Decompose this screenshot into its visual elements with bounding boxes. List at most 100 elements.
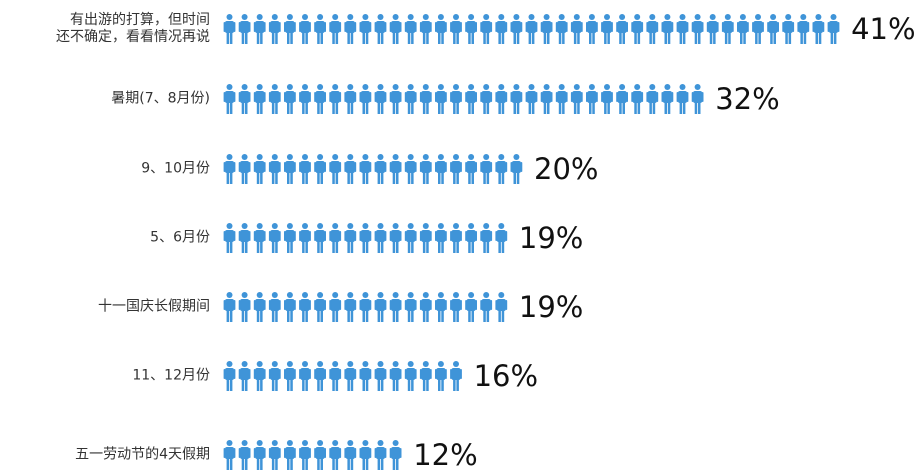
icon-body [632, 91, 642, 103]
icon-leg [302, 457, 305, 470]
icon-leg [365, 309, 369, 322]
icon-head [302, 292, 308, 298]
icon-head [604, 14, 610, 20]
icon-arm [248, 369, 251, 379]
icon-body [693, 91, 703, 103]
person-icon [344, 223, 357, 253]
person-icon [329, 440, 342, 470]
icon-leg [287, 309, 290, 322]
icon-body [466, 21, 476, 33]
person-icon [299, 223, 311, 253]
person-icon [268, 154, 281, 184]
icon-leg [743, 31, 746, 44]
person-icon [314, 84, 326, 114]
icon-leg [589, 101, 592, 114]
icon-body [285, 161, 295, 173]
icon-arm [263, 369, 266, 379]
icon-head [241, 440, 248, 446]
icon-leg [407, 101, 411, 114]
icon-leg [362, 171, 365, 184]
icon-body [451, 299, 461, 311]
icon-arm [490, 22, 493, 32]
icon-head [573, 84, 580, 90]
icon-leg [271, 240, 275, 253]
icon-leg [468, 171, 471, 184]
icon-leg [245, 31, 248, 44]
icon-arm [369, 92, 372, 102]
icon-head [256, 223, 263, 229]
icon-arm [596, 22, 598, 32]
icon-arm [389, 448, 392, 458]
icon-leg [634, 31, 637, 44]
icon-leg [528, 31, 532, 44]
icon-leg [317, 171, 320, 184]
person-icon [374, 84, 387, 114]
icon-arm [389, 231, 392, 241]
icon-arm [339, 231, 342, 241]
person-icon [465, 292, 477, 322]
icon-leg [241, 31, 245, 44]
icon-arm [616, 22, 618, 32]
icon-body [255, 21, 265, 33]
icon-leg [438, 378, 441, 391]
icon-head [483, 292, 490, 298]
icon-body [345, 21, 355, 33]
icon-arm [329, 162, 332, 172]
icon-leg [290, 171, 293, 184]
icon-body [693, 21, 703, 33]
icon-body [376, 230, 385, 242]
category-label: 11、12月份 [132, 367, 210, 384]
icon-leg [438, 171, 441, 184]
icon-leg [426, 309, 429, 322]
icon-arm [223, 162, 226, 172]
icon-head [604, 84, 610, 90]
icon-body [255, 230, 265, 242]
icon-body [481, 299, 491, 311]
icon-leg [516, 101, 520, 114]
icon-arm [510, 162, 513, 172]
icon-body [285, 299, 295, 311]
icon-head [453, 361, 459, 367]
icon-leg [785, 31, 788, 44]
icon-arm [268, 369, 271, 379]
icon-arm [495, 92, 498, 102]
icon-body [587, 21, 597, 33]
icon-leg [241, 240, 245, 253]
icon-arm [631, 92, 634, 102]
person-icon [223, 440, 236, 470]
icon-body [421, 91, 431, 103]
icon-body [738, 21, 748, 33]
person-icon [676, 14, 689, 44]
icon-arm [223, 231, 226, 241]
person-icon [419, 84, 432, 114]
icon-body [330, 447, 340, 459]
icon-leg [562, 31, 565, 44]
icon-arm [339, 300, 342, 310]
icon-head [437, 84, 444, 90]
icon-arm [414, 300, 417, 310]
icon-arm [601, 22, 603, 32]
icon-leg [396, 378, 399, 391]
icon-leg [226, 31, 230, 44]
icon-leg [788, 31, 792, 44]
person-icon [495, 14, 508, 44]
icon-leg [229, 101, 233, 114]
icon-arm [233, 22, 236, 32]
icon-body [360, 21, 370, 33]
icon-head [664, 84, 671, 90]
person-icon [646, 84, 659, 114]
person-icon [691, 84, 704, 114]
icon-body [360, 91, 370, 103]
icon-head [377, 154, 384, 160]
icon-leg [501, 309, 505, 322]
icon-arm [278, 231, 281, 241]
icon-head [407, 84, 414, 90]
icon-arm [278, 162, 281, 172]
icon-head [347, 440, 354, 446]
person-icon [253, 84, 266, 114]
icon-leg [422, 171, 426, 184]
icon-arm [278, 448, 281, 458]
icon-head [271, 361, 278, 367]
icon-arm [389, 369, 392, 379]
person-icon [299, 440, 311, 470]
